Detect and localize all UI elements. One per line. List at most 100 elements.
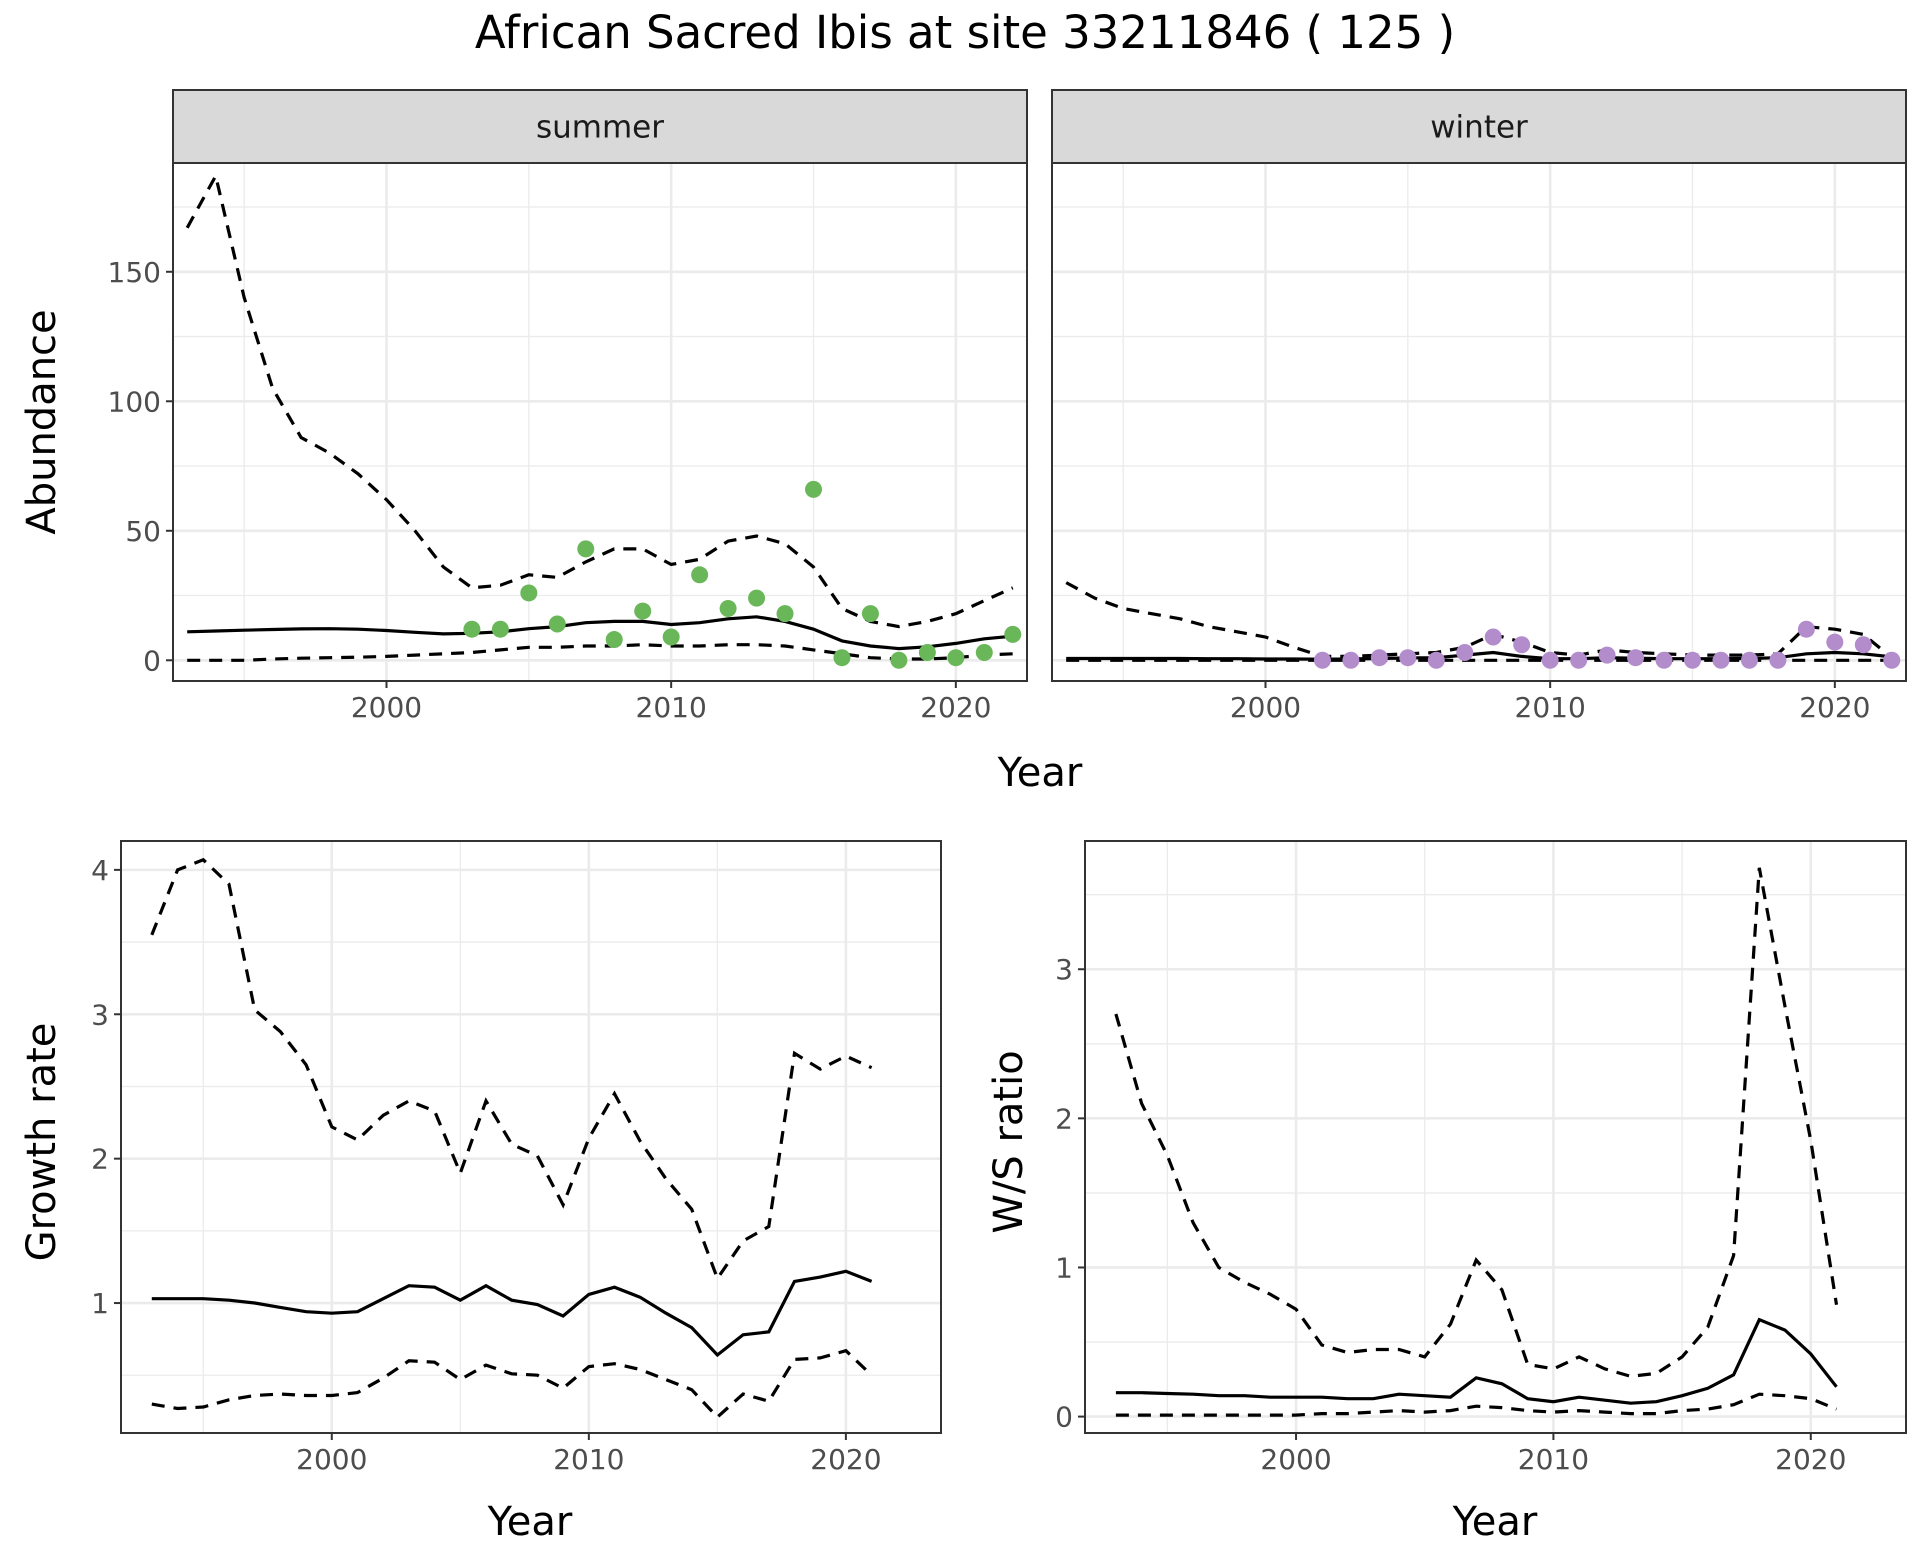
winter-observed-point (1598, 646, 1616, 664)
abundance-y-axis-title: Abundance (19, 309, 65, 534)
abundance-panel-winter: winter 2000 2010 2020 (1051, 89, 1907, 724)
summer-observed-point (548, 615, 566, 633)
ratio-x-tick-label: 2020 (1775, 1443, 1846, 1476)
ratio-x-tick-label: 2010 (1518, 1443, 1589, 1476)
summer-observed-point (861, 605, 879, 623)
summer-upper-bound-line (185, 171, 1014, 629)
summer-observed-point (463, 620, 481, 638)
summer-strip-label: summer (536, 110, 664, 146)
growth-upper-bound-line (150, 857, 873, 1282)
growth-y-tick-label: 4 (91, 854, 109, 887)
summer-x-tick-label: 2000 (351, 691, 422, 724)
winter-observed-point (1627, 649, 1645, 667)
winter-observed-point (1342, 651, 1360, 669)
growth-rate-y-axis-title: Growth rate (19, 1023, 65, 1262)
ratio-y-tick-label: 0 (1055, 1401, 1073, 1434)
summer-observed-point (947, 649, 965, 667)
winter-observed-point (1883, 651, 1901, 669)
summer-observed-point (719, 599, 737, 617)
winter-x-tick-label: 2020 (1799, 691, 1870, 724)
ws-ratio-panel: 2000 2010 2020 0 1 2 3 (1055, 840, 1907, 1476)
summer-y-tick-label: 50 (125, 515, 161, 548)
ratio-lower-bound-line (1115, 1392, 1838, 1417)
summer-observed-point (833, 649, 851, 667)
winter-observed-point (1826, 633, 1844, 651)
growth-background (121, 841, 941, 1433)
winter-observed-point (1712, 651, 1730, 669)
ws-ratio-x-axis-title: Year (1452, 1499, 1538, 1545)
summer-observed-point (975, 644, 993, 662)
summer-observed-point (691, 566, 709, 584)
winter-observed-point (1513, 636, 1531, 654)
summer-observed-point (662, 628, 680, 646)
ws-ratio-chart: 2000 2010 2020 0 1 2 3 W/S ratio Year (986, 840, 1907, 1545)
abundance-x-axis-title: Year (997, 750, 1083, 796)
growth-rate-x-axis-title: Year (487, 1499, 573, 1545)
growth-x-tick-label: 2020 (810, 1443, 881, 1476)
growth-x-tick-label: 2000 (296, 1443, 367, 1476)
winter-observed-point (1541, 651, 1559, 669)
growth-estimate-line (151, 1269, 873, 1358)
summer-observed-point (605, 631, 623, 649)
winter-border (1051, 162, 1907, 682)
winter-observed-point (1399, 649, 1417, 667)
summer-x-tick-label: 2010 (636, 691, 707, 724)
summer-observed-point (748, 589, 766, 607)
ratio-y-tick-label: 3 (1055, 953, 1073, 986)
summer-observed-point (577, 540, 595, 558)
ratio-x-tick-label: 2000 (1260, 1443, 1331, 1476)
summer-observed-point (890, 651, 908, 669)
winter-x-tick-label: 2000 (1230, 691, 1301, 724)
winter-observed-point (1797, 620, 1815, 638)
abundance-panel-summer: summer 2000 2010 2020 0 50 100 150 (108, 89, 1028, 724)
growth-rate-panel: 2000 2010 2020 1 2 3 4 (91, 840, 942, 1476)
growth-x-tick-label: 2010 (553, 1443, 624, 1476)
growth-rate-chart: 2000 2010 2020 1 2 3 4 Growth rate Year (19, 840, 942, 1545)
growth-y-tick-label: 3 (91, 998, 109, 1031)
abundance-chart: summer 2000 2010 2020 0 50 100 150 winter 2000 20… (19, 89, 1907, 796)
summer-observed-point (520, 584, 538, 602)
winter-observed-point (1427, 651, 1445, 669)
winter-observed-point (1769, 651, 1787, 669)
ratio-estimate-line (1115, 1317, 1838, 1405)
ws-ratio-y-axis-title: W/S ratio (986, 1050, 1032, 1233)
winter-observed-point (1370, 649, 1388, 667)
winter-background (1052, 163, 1906, 681)
winter-observed-point (1684, 651, 1701, 669)
winter-observed-point (1655, 651, 1673, 669)
winter-observed-point (1456, 644, 1474, 662)
growth-y-tick-label: 2 (91, 1143, 109, 1176)
summer-background (173, 163, 1027, 681)
summer-observed-point (776, 605, 794, 623)
growth-y-tick-label: 1 (91, 1287, 109, 1320)
summer-estimate-line (187, 615, 1013, 651)
ratio-border (1084, 840, 1907, 1434)
summer-observed-point (805, 480, 822, 498)
winter-observed-point (1740, 651, 1758, 669)
ratio-upper-bound-line (1114, 867, 1839, 1378)
summer-observed-point (634, 602, 652, 620)
winter-x-tick-label: 2010 (1515, 691, 1586, 724)
winter-observed-point (1854, 636, 1872, 654)
growth-border (120, 840, 942, 1434)
ratio-y-tick-label: 1 (1055, 1251, 1073, 1284)
winter-strip-label: winter (1430, 110, 1528, 146)
summer-observed-point (918, 644, 936, 662)
summer-strip (172, 89, 1028, 164)
summer-lower-bound-line (187, 643, 1013, 662)
growth-lower-bound-line (151, 1348, 873, 1420)
winter-observed-point (1484, 628, 1502, 646)
summer-x-tick-label: 2020 (920, 691, 991, 724)
summer-observed-point (1004, 625, 1022, 643)
ratio-y-tick-label: 2 (1055, 1102, 1073, 1135)
summer-y-tick-label: 150 (108, 256, 161, 289)
winter-observed-point (1313, 651, 1331, 669)
summer-border (172, 162, 1028, 682)
ratio-background (1085, 841, 1906, 1433)
summer-y-tick-label: 100 (108, 385, 161, 418)
winter-strip (1051, 89, 1907, 164)
summer-y-tick-label: 0 (143, 644, 161, 677)
figure-title: African Sacred Ibis at site 33211846 ( 1… (475, 6, 1455, 59)
winter-observed-point (1570, 651, 1588, 669)
